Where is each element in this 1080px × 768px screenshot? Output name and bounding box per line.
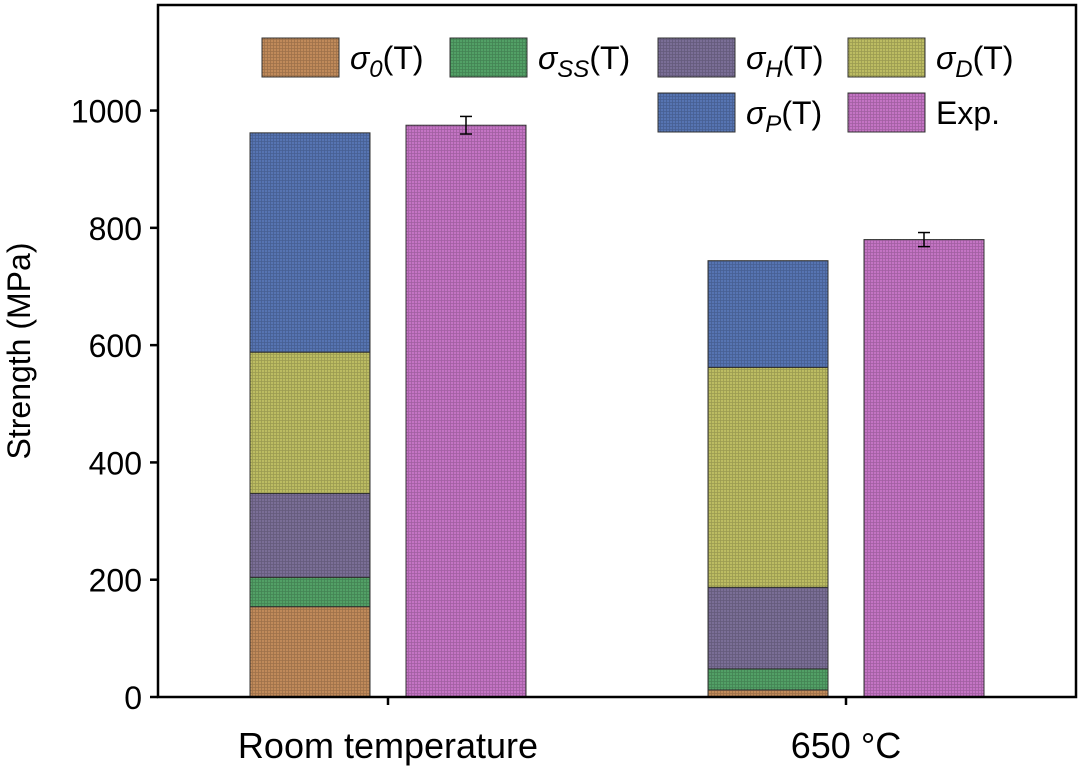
bar-segment-d-texture [708,367,828,588]
legend-symbol: σ [936,40,957,76]
legend-label: σ0(T) [350,40,424,83]
legend-argument: (T) [383,40,424,76]
legend-item: σ0(T) [261,37,424,83]
plot-frame [156,3,1078,699]
legend-argument: (T) [973,40,1014,76]
legend-item: σSS(T) [449,37,630,83]
y-tick-label: 400 [89,445,142,481]
bar-segment-0-texture [250,606,370,697]
legend-subscript: 0 [369,56,383,83]
legend-argument: (T) [781,95,822,131]
legend: σ0(T) σSS(T) σH(T) σD(T)σP(T) Exp. [261,37,1014,138]
bars-group [249,115,985,698]
y-tick-label: 600 [89,328,142,364]
legend-swatch-texture [848,93,925,132]
legend-subscript: P [765,111,781,138]
x-tick-label: Room temperature [238,725,538,766]
bar-segment-p-texture [250,132,370,353]
y-tick-label: 800 [89,211,142,247]
legend-symbol: σ [746,95,767,131]
bar-segment-h-texture [708,587,828,669]
legend-symbol: σ [746,40,767,76]
legend-subscript: D [955,56,972,83]
legend-subscript: H [765,56,783,83]
y-tick-label: 1000 [71,94,142,130]
legend-item: σP(T) [657,92,822,138]
y-axis-label: Strength (MPa) [1,243,37,460]
legend-swatch-texture [848,38,925,77]
bar-segment-d-texture [250,352,370,494]
legend-swatch-texture [658,93,735,132]
legend-swatch-texture [450,38,527,77]
legend-label: σD(T) [936,40,1014,83]
bar-experimental-texture [406,125,526,697]
bar-segment-p-texture [708,260,828,368]
legend-label: σSS(T) [538,40,630,83]
legend-item: Exp. [847,92,1000,133]
legend-argument: (T) [783,40,824,76]
x-tick-label: 650 °C [791,725,901,766]
legend-swatch-texture [658,38,735,77]
y-tick-label: 0 [124,680,142,716]
legend-swatch-texture [262,38,339,77]
legend-symbol: σ [538,40,559,76]
bar-experimental-texture [864,239,984,697]
legend-argument: (T) [589,40,630,76]
legend-symbol: σ [350,40,371,76]
bar-segment-0-texture [708,689,828,697]
bar-segment-h-texture [250,493,370,578]
legend-item: σD(T) [847,37,1014,83]
bar-segment-ss-texture [708,668,828,690]
y-tick-label: 200 [89,563,142,599]
legend-label: σH(T) [746,40,824,83]
legend-subscript: SS [557,56,589,83]
bar-segment-ss-texture [250,577,370,607]
legend-label: Exp. [936,95,1000,131]
axes-group: Room temperature 650 °C 0 200 400 600 800 1000 [71,94,901,766]
legend-item: σH(T) [657,37,824,83]
legend-label: σP(T) [746,95,822,138]
